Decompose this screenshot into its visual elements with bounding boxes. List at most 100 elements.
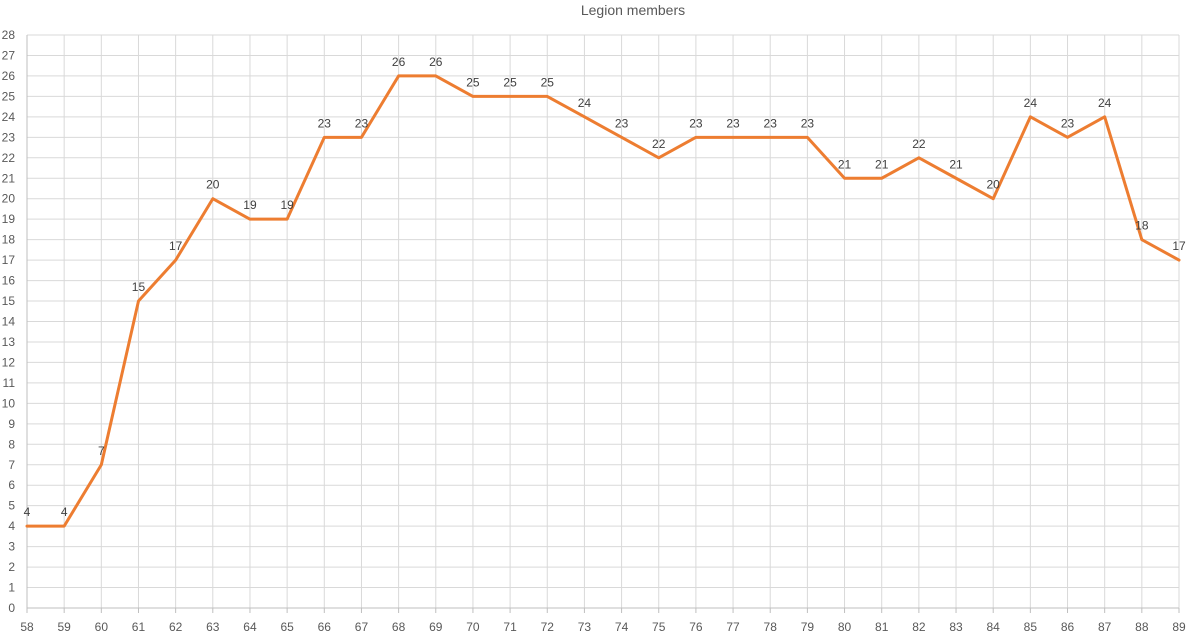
x-tick-label: 64 bbox=[243, 620, 257, 634]
x-tick-label: 83 bbox=[949, 620, 963, 634]
y-tick-label: 7 bbox=[8, 458, 15, 472]
y-tick-label: 9 bbox=[8, 417, 15, 431]
y-tick-label: 19 bbox=[2, 212, 16, 226]
x-tick-label: 82 bbox=[912, 620, 926, 634]
y-tick-label: 25 bbox=[2, 89, 16, 103]
data-label: 25 bbox=[541, 75, 555, 89]
chart-title: Legion members bbox=[581, 2, 685, 18]
data-label: 23 bbox=[726, 116, 740, 130]
data-label: 4 bbox=[24, 505, 31, 519]
y-tick-label: 28 bbox=[2, 28, 16, 42]
data-label: 20 bbox=[206, 178, 220, 192]
data-label: 24 bbox=[578, 96, 592, 110]
data-label: 23 bbox=[355, 116, 369, 130]
y-tick-label: 5 bbox=[8, 499, 15, 513]
x-tick-label: 89 bbox=[1172, 620, 1186, 634]
y-tick-label: 21 bbox=[2, 171, 16, 185]
series-layer bbox=[25, 74, 1181, 528]
data-label: 26 bbox=[392, 55, 406, 69]
y-tick-label: 10 bbox=[2, 396, 16, 410]
data-label: 19 bbox=[243, 198, 257, 212]
x-tick-label: 87 bbox=[1098, 620, 1112, 634]
data-label: 4 bbox=[61, 505, 68, 519]
x-tick-label: 59 bbox=[57, 620, 71, 634]
x-tick-label: 78 bbox=[764, 620, 778, 634]
x-tick-label: 86 bbox=[1061, 620, 1075, 634]
x-tick-label: 61 bbox=[132, 620, 146, 634]
y-tick-label: 6 bbox=[8, 478, 15, 492]
x-tick-label: 77 bbox=[726, 620, 740, 634]
series-line bbox=[25, 74, 1181, 528]
y-tick-label: 26 bbox=[2, 69, 16, 83]
y-tick-label: 20 bbox=[2, 192, 16, 206]
x-axis-ticks: 58 59 60 61 62 63 64 65 66 67 68 69 70 71 72 73 74 75 76 77… bbox=[20, 620, 1186, 634]
data-labels: 4 4 7 15 17 20 19 19 23 23 26 26 25 25 25 24 23 22 23 23 23 2… bbox=[24, 55, 1186, 519]
x-tick-label: 67 bbox=[355, 620, 369, 634]
y-tick-label: 1 bbox=[8, 581, 15, 595]
data-label: 23 bbox=[318, 116, 332, 130]
y-tick-label: 0 bbox=[8, 601, 15, 615]
data-label: 19 bbox=[280, 198, 294, 212]
x-tick-label: 84 bbox=[987, 620, 1001, 634]
y-tick-label: 11 bbox=[3, 376, 16, 390]
x-tick-label: 66 bbox=[318, 620, 332, 634]
y-tick-label: 23 bbox=[2, 130, 16, 144]
y-tick-label: 14 bbox=[2, 315, 16, 329]
data-label: 23 bbox=[801, 116, 815, 130]
x-tick-label: 73 bbox=[578, 620, 592, 634]
y-tick-label: 8 bbox=[8, 437, 15, 451]
x-tick-label: 62 bbox=[169, 620, 183, 634]
y-tick-label: 17 bbox=[2, 253, 16, 267]
data-label: 23 bbox=[615, 116, 629, 130]
data-label: 23 bbox=[1061, 116, 1075, 130]
y-tick-label: 3 bbox=[8, 540, 15, 554]
x-tick-label: 74 bbox=[615, 620, 629, 634]
data-label: 17 bbox=[1172, 239, 1186, 253]
data-label: 22 bbox=[652, 137, 666, 151]
data-label: 20 bbox=[987, 178, 1001, 192]
y-tick-label: 15 bbox=[2, 294, 16, 308]
data-label: 15 bbox=[132, 280, 146, 294]
x-tick-label: 65 bbox=[280, 620, 294, 634]
x-tick-label: 68 bbox=[392, 620, 406, 634]
axes bbox=[26, 35, 1180, 613]
data-label: 25 bbox=[503, 75, 517, 89]
data-label: 21 bbox=[838, 157, 852, 171]
y-tick-label: 2 bbox=[8, 560, 15, 574]
data-label: 24 bbox=[1098, 96, 1112, 110]
x-tick-label: 69 bbox=[429, 620, 443, 634]
data-label: 7 bbox=[98, 444, 105, 458]
data-label: 21 bbox=[949, 157, 963, 171]
y-tick-label: 12 bbox=[2, 355, 16, 369]
x-tick-label: 76 bbox=[689, 620, 703, 634]
x-tick-label: 79 bbox=[801, 620, 815, 634]
y-axis-ticks: 0123456789101112131415161718192021222324… bbox=[2, 28, 16, 615]
grid-lines bbox=[27, 34, 1180, 608]
data-label: 23 bbox=[689, 116, 703, 130]
y-tick-label: 13 bbox=[2, 335, 16, 349]
x-tick-label: 58 bbox=[20, 620, 34, 634]
x-tick-label: 63 bbox=[206, 620, 220, 634]
x-tick-label: 72 bbox=[541, 620, 555, 634]
y-tick-label: 22 bbox=[2, 151, 16, 165]
y-tick-label: 27 bbox=[2, 48, 16, 62]
x-tick-label: 85 bbox=[1024, 620, 1038, 634]
y-tick-label: 4 bbox=[8, 519, 15, 533]
y-tick-label: 24 bbox=[2, 110, 16, 124]
y-tick-label: 18 bbox=[2, 233, 16, 247]
data-label: 21 bbox=[875, 157, 889, 171]
data-label: 26 bbox=[429, 55, 443, 69]
data-label: 25 bbox=[466, 75, 480, 89]
x-tick-label: 70 bbox=[466, 620, 480, 634]
x-tick-label: 71 bbox=[503, 620, 517, 634]
data-label: 24 bbox=[1024, 96, 1038, 110]
y-tick-label: 16 bbox=[2, 274, 16, 288]
data-label: 23 bbox=[764, 116, 778, 130]
data-label: 22 bbox=[912, 137, 926, 151]
x-tick-label: 80 bbox=[838, 620, 852, 634]
x-tick-label: 75 bbox=[652, 620, 666, 634]
x-tick-label: 81 bbox=[875, 620, 889, 634]
x-tick-label: 88 bbox=[1135, 620, 1149, 634]
data-label: 18 bbox=[1135, 219, 1149, 233]
